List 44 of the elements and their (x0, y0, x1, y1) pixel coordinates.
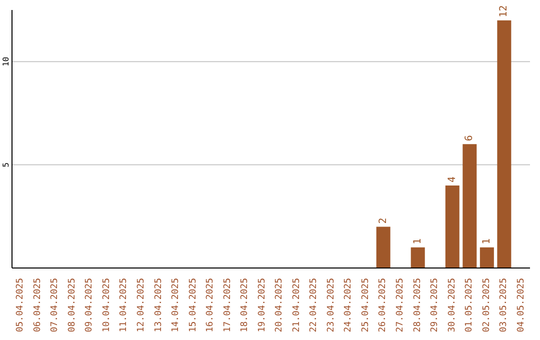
x-tick-label: 28.04.2025 (412, 278, 423, 332)
data-label: 4 (446, 176, 458, 182)
data-label: 12 (498, 5, 510, 18)
x-tick-label: 05.04.2025 (16, 278, 26, 332)
x-tick-label: 29.04.2025 (430, 278, 440, 332)
x-tick-label: 09.04.2025 (84, 278, 95, 332)
x-tick-label: 17.04.2025 (222, 278, 233, 332)
y-tick-label: 10 (2, 56, 10, 66)
data-label: 2 (378, 218, 389, 224)
x-tick-label: 02.05.2025 (482, 278, 492, 332)
x-tick-label: 22.04.2025 (309, 278, 320, 332)
x-tick-label: 18.04.2025 (240, 278, 250, 332)
data-label: 1 (412, 238, 424, 244)
bar (462, 144, 477, 268)
x-tick-label: 11.04.2025 (119, 278, 130, 332)
x-tick-label: 25.04.2025 (360, 278, 371, 332)
x-tick-label: 27.04.2025 (396, 278, 406, 332)
x-tick-label: 08.04.2025 (67, 278, 78, 332)
y-tick-label: 5 (2, 162, 10, 168)
x-tick-label: 14.04.2025 (171, 278, 182, 332)
x-tick-label: 30.04.2025 (447, 278, 458, 332)
x-tick-label: 10.04.2025 (102, 278, 112, 332)
bar (376, 226, 390, 268)
bar (410, 247, 425, 268)
data-label: 1 (481, 238, 492, 244)
x-tick-label: 24.04.2025 (344, 278, 354, 332)
bar (497, 20, 512, 268)
x-tick-label: 21.04.2025 (292, 278, 302, 332)
x-tick-label: 26.04.2025 (378, 278, 388, 332)
x-tick-label: 04.05.2025 (516, 278, 526, 332)
bar (480, 247, 494, 268)
x-tick-label: 06.04.2025 (32, 278, 43, 332)
bar (445, 185, 460, 268)
x-tick-label: 03.05.2025 (499, 278, 510, 332)
x-tick-label: 19.04.2025 (257, 278, 268, 332)
x-tick-label: 20.04.2025 (274, 278, 285, 332)
x-tick-label: 16.04.2025 (206, 278, 216, 332)
x-tick-label: 07.04.2025 (50, 278, 60, 332)
x-tick-label: 12.04.2025 (136, 278, 146, 332)
x-tick-label: 15.04.2025 (188, 278, 198, 332)
data-label: 6 (464, 135, 476, 142)
x-tick-label: 01.05.2025 (464, 278, 475, 332)
x-tick-label: 13.04.2025 (154, 278, 164, 332)
x-tick-label: 23.04.2025 (326, 278, 336, 332)
